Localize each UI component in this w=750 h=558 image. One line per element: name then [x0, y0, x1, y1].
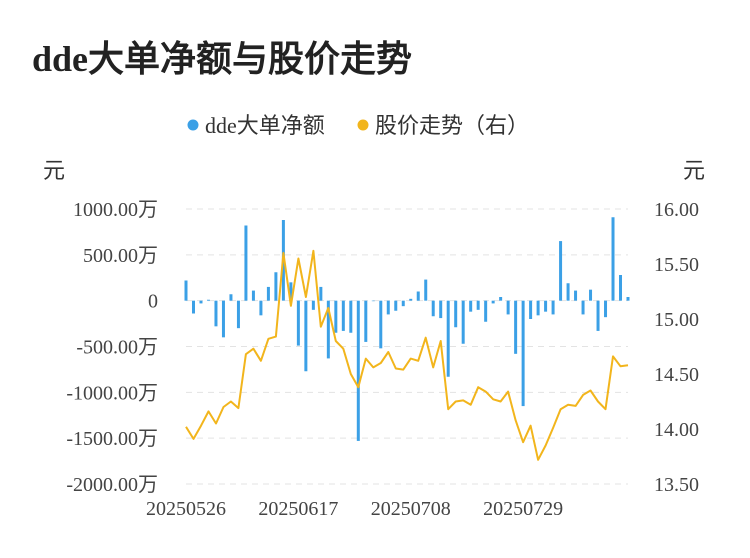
x-axis: 20250526 20250617 20250708 20250729 — [146, 498, 563, 520]
legend-bar-marker — [187, 119, 199, 131]
right-tick-label: 14.50 — [654, 364, 699, 386]
bar — [199, 300, 203, 304]
bar — [536, 300, 540, 316]
legend-line-marker — [357, 119, 369, 131]
x-tick-label: 20250617 — [258, 498, 338, 520]
bar — [251, 290, 255, 301]
bar — [244, 225, 248, 301]
bar — [371, 300, 375, 302]
left-axis: 1000.00万 500.00万 0 -500.00万 -1000.00万 -1500.0… — [66, 199, 158, 496]
legend-line-label: 股价走势（右） — [375, 113, 529, 138]
bar — [206, 299, 210, 301]
left-tick-label: -2000.00万 — [66, 474, 158, 496]
bar — [581, 300, 585, 315]
left-tick-label: 1000.00万 — [73, 199, 158, 221]
grid-lines — [186, 208, 628, 485]
bar — [296, 300, 300, 346]
right-tick-label: 15.00 — [654, 309, 699, 331]
bar — [394, 300, 398, 311]
left-tick-label: 0 — [148, 291, 158, 313]
chart-title: dde大单净额与股价走势 — [32, 39, 413, 79]
price-line — [185, 249, 629, 461]
bar — [259, 300, 263, 316]
left-tick-label: -1000.00万 — [66, 382, 158, 404]
legend-bar-label: dde大单净额 — [205, 113, 325, 138]
left-tick-label: -500.00万 — [76, 337, 158, 359]
bar — [596, 300, 600, 331]
bar — [446, 300, 450, 377]
left-tick-label: 500.00万 — [83, 245, 158, 267]
bar — [626, 297, 630, 301]
bar — [379, 300, 383, 349]
bar — [274, 272, 278, 301]
bar — [439, 300, 443, 319]
bar — [221, 300, 225, 338]
bar — [611, 217, 615, 301]
bar — [589, 289, 593, 301]
bar — [499, 297, 503, 301]
bar — [214, 300, 218, 327]
bar — [409, 298, 413, 301]
bar — [619, 275, 623, 301]
bar — [431, 300, 435, 317]
x-tick-label: 20250729 — [483, 498, 563, 520]
right-tick-label: 15.50 — [654, 254, 699, 276]
bar — [566, 283, 570, 301]
bar — [356, 300, 360, 441]
bar — [184, 280, 188, 301]
right-axis: 16.00 15.50 15.00 14.50 14.00 13.50 — [654, 199, 699, 496]
bar — [529, 300, 533, 319]
bar — [491, 300, 495, 304]
right-axis-unit: 元 — [683, 158, 705, 183]
bar — [454, 300, 458, 328]
legend[interactable]: dde大单净额 股价走势（右） — [187, 113, 530, 138]
x-tick-label: 20250708 — [371, 498, 451, 520]
bar — [514, 300, 518, 354]
line-series — [185, 249, 629, 461]
bar — [521, 300, 525, 407]
bar-series — [184, 217, 630, 441]
left-axis-unit: 元 — [43, 158, 65, 183]
bar — [364, 300, 368, 342]
bar — [416, 291, 420, 301]
bar — [311, 300, 315, 310]
bar — [401, 300, 405, 307]
bar — [461, 300, 465, 344]
bar — [551, 300, 555, 315]
bar — [304, 300, 308, 372]
bar — [334, 300, 338, 333]
bar — [476, 300, 480, 310]
right-tick-label: 14.00 — [654, 419, 699, 441]
bar — [544, 300, 548, 312]
right-tick-label: 13.50 — [654, 474, 699, 496]
bar — [469, 300, 473, 312]
bar — [289, 282, 293, 301]
bar — [326, 300, 330, 359]
bar — [349, 300, 353, 333]
bar — [191, 300, 195, 314]
bar — [341, 300, 345, 331]
bar — [424, 279, 428, 301]
bar — [574, 290, 578, 301]
right-tick-label: 16.00 — [654, 199, 699, 221]
bar — [236, 300, 240, 329]
bar — [604, 300, 608, 318]
bar — [266, 286, 270, 301]
bar — [484, 300, 488, 322]
x-tick-label: 20250526 — [146, 498, 226, 520]
bar — [559, 241, 563, 301]
bar — [229, 294, 233, 301]
bar — [386, 300, 390, 315]
bar — [506, 300, 510, 315]
left-tick-label: -1500.00万 — [66, 428, 158, 450]
bar — [319, 286, 323, 301]
